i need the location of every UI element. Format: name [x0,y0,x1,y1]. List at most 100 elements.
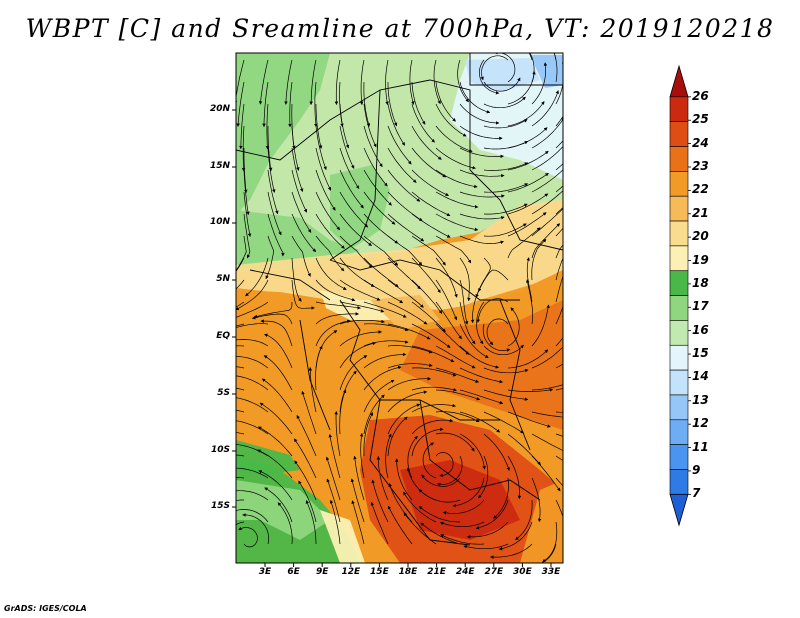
streamline-200 [339,341,376,369]
field-region-10 [400,300,563,430]
streamline-119 [411,235,446,266]
streamline-293 [555,499,563,518]
streamline-116 [339,235,373,268]
streamline-311 [305,500,317,545]
streamline-250 [531,433,563,451]
streamline-196 [236,366,245,369]
wbpt-color-fields [236,53,563,563]
streamline-147 [411,279,443,314]
streamline-122 [483,223,527,237]
colorbar-label-21: 21 [692,205,709,220]
streamline-262 [478,455,489,499]
streamline-108 [483,203,528,215]
streamline-222 [531,384,563,391]
streamline-260 [435,452,454,478]
streamline-19 [363,81,371,127]
streamline-182 [236,345,245,347]
streamline-265 [555,455,563,461]
streamline-176 [435,323,470,355]
streamline-181 [555,305,563,325]
streamlines [236,53,563,563]
streamline-126 [236,257,245,273]
streamline-51 [459,125,503,141]
streamline-267 [236,467,269,479]
streamline-155 [236,301,269,318]
streamline-190 [435,345,476,369]
streamline-231 [411,403,456,413]
streamline-146 [387,279,424,308]
streamline-300 [371,479,389,523]
streamline-304 [439,521,485,528]
streamline-62 [387,147,417,183]
streamline-57 [267,147,276,193]
streamline-309 [242,513,270,545]
streamline-84 [243,191,252,237]
colorbar [669,64,691,527]
streamline-197 [236,355,269,369]
streamline-229 [363,379,395,413]
streamline-118 [387,235,423,266]
streamline-258 [387,416,408,457]
border-line-10 [249,269,331,301]
colorbar-box-13 [669,171,689,197]
streamline-156 [253,301,293,319]
streamline-15 [262,81,269,128]
streamline-63 [411,147,447,178]
streamline-321 [540,543,557,563]
colorbar-label-18: 18 [692,275,709,290]
streamline-280 [236,499,244,501]
streamline-242 [339,389,347,435]
streamline-52 [483,119,528,129]
streamline-274 [422,442,437,479]
colorbar-label-15: 15 [692,346,709,361]
colorbar-box-5 [669,369,689,396]
streamline-278 [531,477,542,523]
streamline-161 [411,301,446,333]
streamline-256 [334,410,341,457]
streamline-68 [531,117,563,149]
streamline-14 [236,81,245,127]
streamline-238 [236,432,245,435]
streamline-135 [459,257,471,302]
lon-label-9E: 9E [315,567,329,577]
streamline-33 [363,103,377,148]
streamline-217 [411,386,457,392]
streamline-188 [387,345,433,354]
streamline-42 [241,125,246,172]
streamline-28 [239,103,245,150]
streamline-168 [236,323,245,327]
streamline-129 [315,257,347,290]
streamline-191 [459,345,500,369]
streamline-43 [267,126,273,172]
streamline-316 [403,512,437,545]
lon-label-15E: 15E [370,567,389,577]
streamline-268 [257,449,293,479]
colorbar-label-26: 26 [692,88,709,103]
streamline-317 [420,522,461,545]
streamline-148 [435,279,458,321]
streamline-60 [339,147,360,189]
lon-label-27E: 27E [484,567,504,577]
streamline-56 [243,148,248,194]
streamline-109 [507,193,549,215]
lon-label-24E: 24E [455,567,475,577]
streamline-287 [394,458,413,501]
streamline-171 [315,312,360,325]
lon-label-18E: 18E [398,567,418,577]
streamline-69 [555,140,563,149]
colorbar-box-15 [669,121,689,147]
streamline-77 [411,169,450,196]
streamline-61 [363,147,388,187]
streamline-225 [236,397,269,413]
streamline-259 [411,427,444,457]
colorbar-label-12: 12 [692,416,709,431]
streamline-157 [315,301,361,310]
streamline-271 [359,432,365,479]
colorbar-label-13: 13 [692,392,709,407]
colorbar-label-9: 9 [692,462,701,477]
streamline-48 [387,125,412,165]
lat-label-15S: 15S [210,501,230,511]
streamline-159 [363,301,407,318]
streamline-232 [435,411,480,423]
lon-label-6E: 6E [287,567,300,577]
